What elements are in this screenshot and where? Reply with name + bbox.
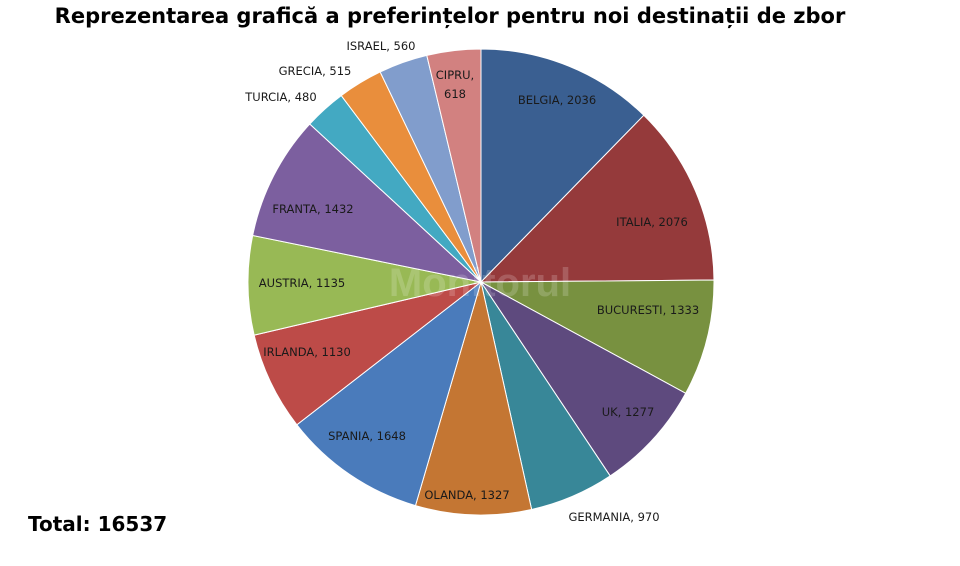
- pie-slice-uk: [480, 281, 687, 477]
- slice-label-cipru: CIPRU, 618: [436, 68, 474, 101]
- pie-slice-bucuresti: [479, 279, 715, 394]
- slice-label-franta: FRANTA, 1432: [272, 202, 353, 216]
- slice-label-bucuresti: BUCURESTI, 1333: [597, 303, 699, 317]
- slice-labels: BELGIA, 2036 ITALIA, 2076 BUCURESTI, 1333 U…: [244, 39, 699, 524]
- slice-label-grecia: GRECIA, 515: [279, 64, 352, 78]
- slice-label-irlanda: IRLANDA, 1130: [263, 345, 351, 359]
- pie-slices: [247, 48, 715, 516]
- pie-slice-franta: [252, 123, 483, 283]
- slice-label-spania: SPANIA, 1648: [328, 429, 406, 443]
- slice-label-belgia: BELGIA, 2036: [518, 93, 596, 107]
- pie-slice-italia: [479, 114, 715, 283]
- slice-label-uk: UK, 1277: [602, 405, 655, 419]
- pie-slice-spania: [296, 280, 482, 507]
- watermark: Monitorul: [389, 261, 571, 305]
- pie-slice-olanda: [414, 281, 533, 516]
- total-label: Total: 16537: [28, 512, 168, 536]
- slice-label-italia: ITALIA, 2076: [616, 215, 688, 229]
- pie-slice-belgia: [480, 48, 645, 284]
- slice-label-germania: GERMANIA, 970: [568, 510, 659, 524]
- chart-title: Reprezentarea grafică a preferințelor pe…: [54, 4, 846, 28]
- pie-slice-cipru: [426, 48, 482, 283]
- slice-label-olanda: OLANDA, 1327: [424, 488, 509, 502]
- slice-label-turcia: TURCIA, 480: [244, 90, 316, 104]
- slice-label-israel: ISRAEL, 560: [346, 39, 415, 53]
- slice-label-austria: AUSTRIA, 1135: [259, 276, 345, 290]
